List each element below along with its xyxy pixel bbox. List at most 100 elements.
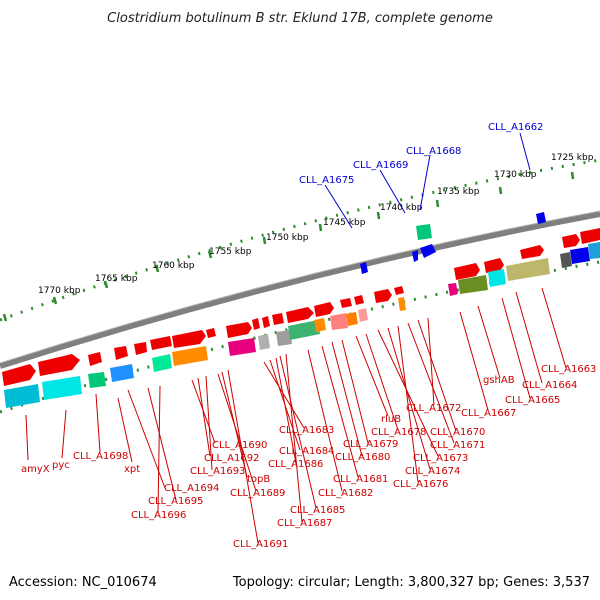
kbp-label: 1725 kbp (551, 153, 594, 163)
gene-label: CLL_A1690 (212, 440, 267, 451)
gene-arrow (536, 212, 546, 224)
gene-label: CLL_A1679 (343, 439, 398, 450)
kbp-label: 1730 kbp (494, 170, 537, 180)
accession-text: Accession: NC_010674 (9, 575, 157, 590)
gene-label: CLL_A1691 (233, 539, 288, 550)
gene-arrow (114, 346, 128, 360)
gene-arrow (226, 322, 252, 338)
gene-label: CLL_A1664 (522, 380, 577, 391)
gene-box (506, 258, 550, 281)
gene-label: CLL_A1698 (73, 451, 128, 462)
gene-track-forward (2, 228, 600, 386)
gene-box (42, 376, 82, 400)
kbp-label: 1745 kbp (323, 218, 366, 228)
gene-label-blue: CLL_A1668 (406, 146, 461, 157)
gene-arrow (262, 316, 270, 328)
gene-label: CLL_A1674 (405, 466, 460, 477)
gene-arrow (420, 244, 436, 258)
gene-label: xpt (124, 464, 140, 475)
kbp-label: 1760 kbp (152, 261, 195, 271)
gene-box (358, 308, 368, 322)
red-gene-labels: amyX pyc CLL_A1698 xpt CLL_A1694 CLL_A16… (21, 364, 596, 550)
gene-label: CLL_A1663 (541, 364, 596, 375)
gene-label: CLL_A1678 (371, 427, 426, 438)
gene-label: CLL_A1687 (277, 518, 332, 529)
gene-arrow (172, 330, 206, 348)
gene-label: CLL_A1673 (413, 453, 468, 464)
gene-label: CLL_A1680 (335, 452, 390, 463)
gene-arrow (252, 318, 260, 330)
gene-arrow (134, 342, 147, 355)
gene-track-colored (4, 242, 600, 408)
gene-label: CLL_A1667 (461, 408, 516, 419)
gene-box (288, 320, 320, 340)
topology-text: Topology: circular; Length: 3,800,327 bp… (232, 575, 590, 590)
gene-arrow (340, 298, 352, 308)
gene-label: CLL_A1676 (393, 479, 448, 490)
gene-box (346, 312, 358, 326)
gene-box (330, 313, 348, 330)
kbp-label: 1735 kbp (437, 187, 480, 197)
kbp-major-ticks (2, 171, 575, 322)
gene-arrow (314, 302, 334, 317)
gene-label: CLL_A1696 (131, 510, 186, 521)
gene-box (458, 275, 488, 294)
gene-label: amyX (21, 464, 50, 475)
gene-label: CLL_A1694 (164, 483, 219, 494)
kbp-label: 1770 kbp (38, 286, 81, 296)
gene-label: CLL_A1686 (268, 459, 323, 470)
gene-box (152, 354, 172, 372)
gene-label: CLL_A1681 (333, 474, 388, 485)
gene-arrow (272, 313, 284, 325)
gene-arrow (286, 307, 314, 323)
gene-box (488, 269, 506, 287)
gene-box (4, 384, 40, 408)
gene-box (88, 372, 106, 388)
gene-arrow (394, 286, 404, 295)
gene-label: CLL_A1671 (430, 440, 485, 451)
blue-label-lines (324, 132, 531, 229)
gene-arrow (88, 352, 102, 366)
gene-arrow (580, 228, 600, 244)
kbp-label: 1755 kbp (209, 247, 252, 257)
gene-label: CLL_A1672 (406, 403, 461, 414)
gene-label: CLL_A1684 (279, 446, 334, 457)
gene-box (258, 334, 270, 350)
gene-arrow (484, 258, 504, 273)
gene-label: gshAB (483, 375, 515, 386)
map-title: Clostridium botulinum B str. Eklund 17B,… (107, 11, 493, 26)
gene-label: CLL_A1689 (230, 488, 285, 499)
gene-label: CLL_A1685 (290, 505, 345, 516)
gene-label: rluB (381, 414, 401, 425)
gene-arrow (360, 262, 368, 274)
gene-arrow (354, 295, 364, 305)
gene-label: pyc (52, 460, 70, 471)
red-label-lines (25, 287, 567, 544)
gene-arrow (520, 245, 544, 259)
gene-label-blue: CLL_A1675 (299, 175, 354, 186)
gene-label: CLL_A1695 (148, 496, 203, 507)
gene-label-blue: CLL_A1662 (488, 122, 543, 133)
kbp-label: 1740 kbp (380, 203, 423, 213)
gene-label: CLL_A1682 (318, 488, 373, 499)
gene-arrow (206, 328, 216, 338)
gene-arrow (2, 364, 36, 386)
gene-arrow (38, 354, 80, 376)
gene-label: CLL_A1670 (430, 427, 485, 438)
gene-label: topB (247, 474, 270, 485)
gene-label-blue: CLL_A1669 (353, 160, 408, 171)
gene-box (276, 330, 292, 346)
kbp-label: 1765 kbp (95, 274, 138, 284)
gene-box (172, 346, 208, 366)
genome-backbone (0, 211, 600, 369)
gene-box (110, 364, 134, 382)
gene-label: CLL_A1692 (204, 453, 259, 464)
gene-box (570, 247, 590, 264)
gene-arrow (454, 263, 480, 280)
gene-box (560, 252, 572, 268)
gene-box (314, 318, 326, 332)
gene-arrow (374, 289, 392, 303)
gene-arrow (150, 336, 172, 350)
kbp-label: 1750 kbp (266, 233, 309, 243)
